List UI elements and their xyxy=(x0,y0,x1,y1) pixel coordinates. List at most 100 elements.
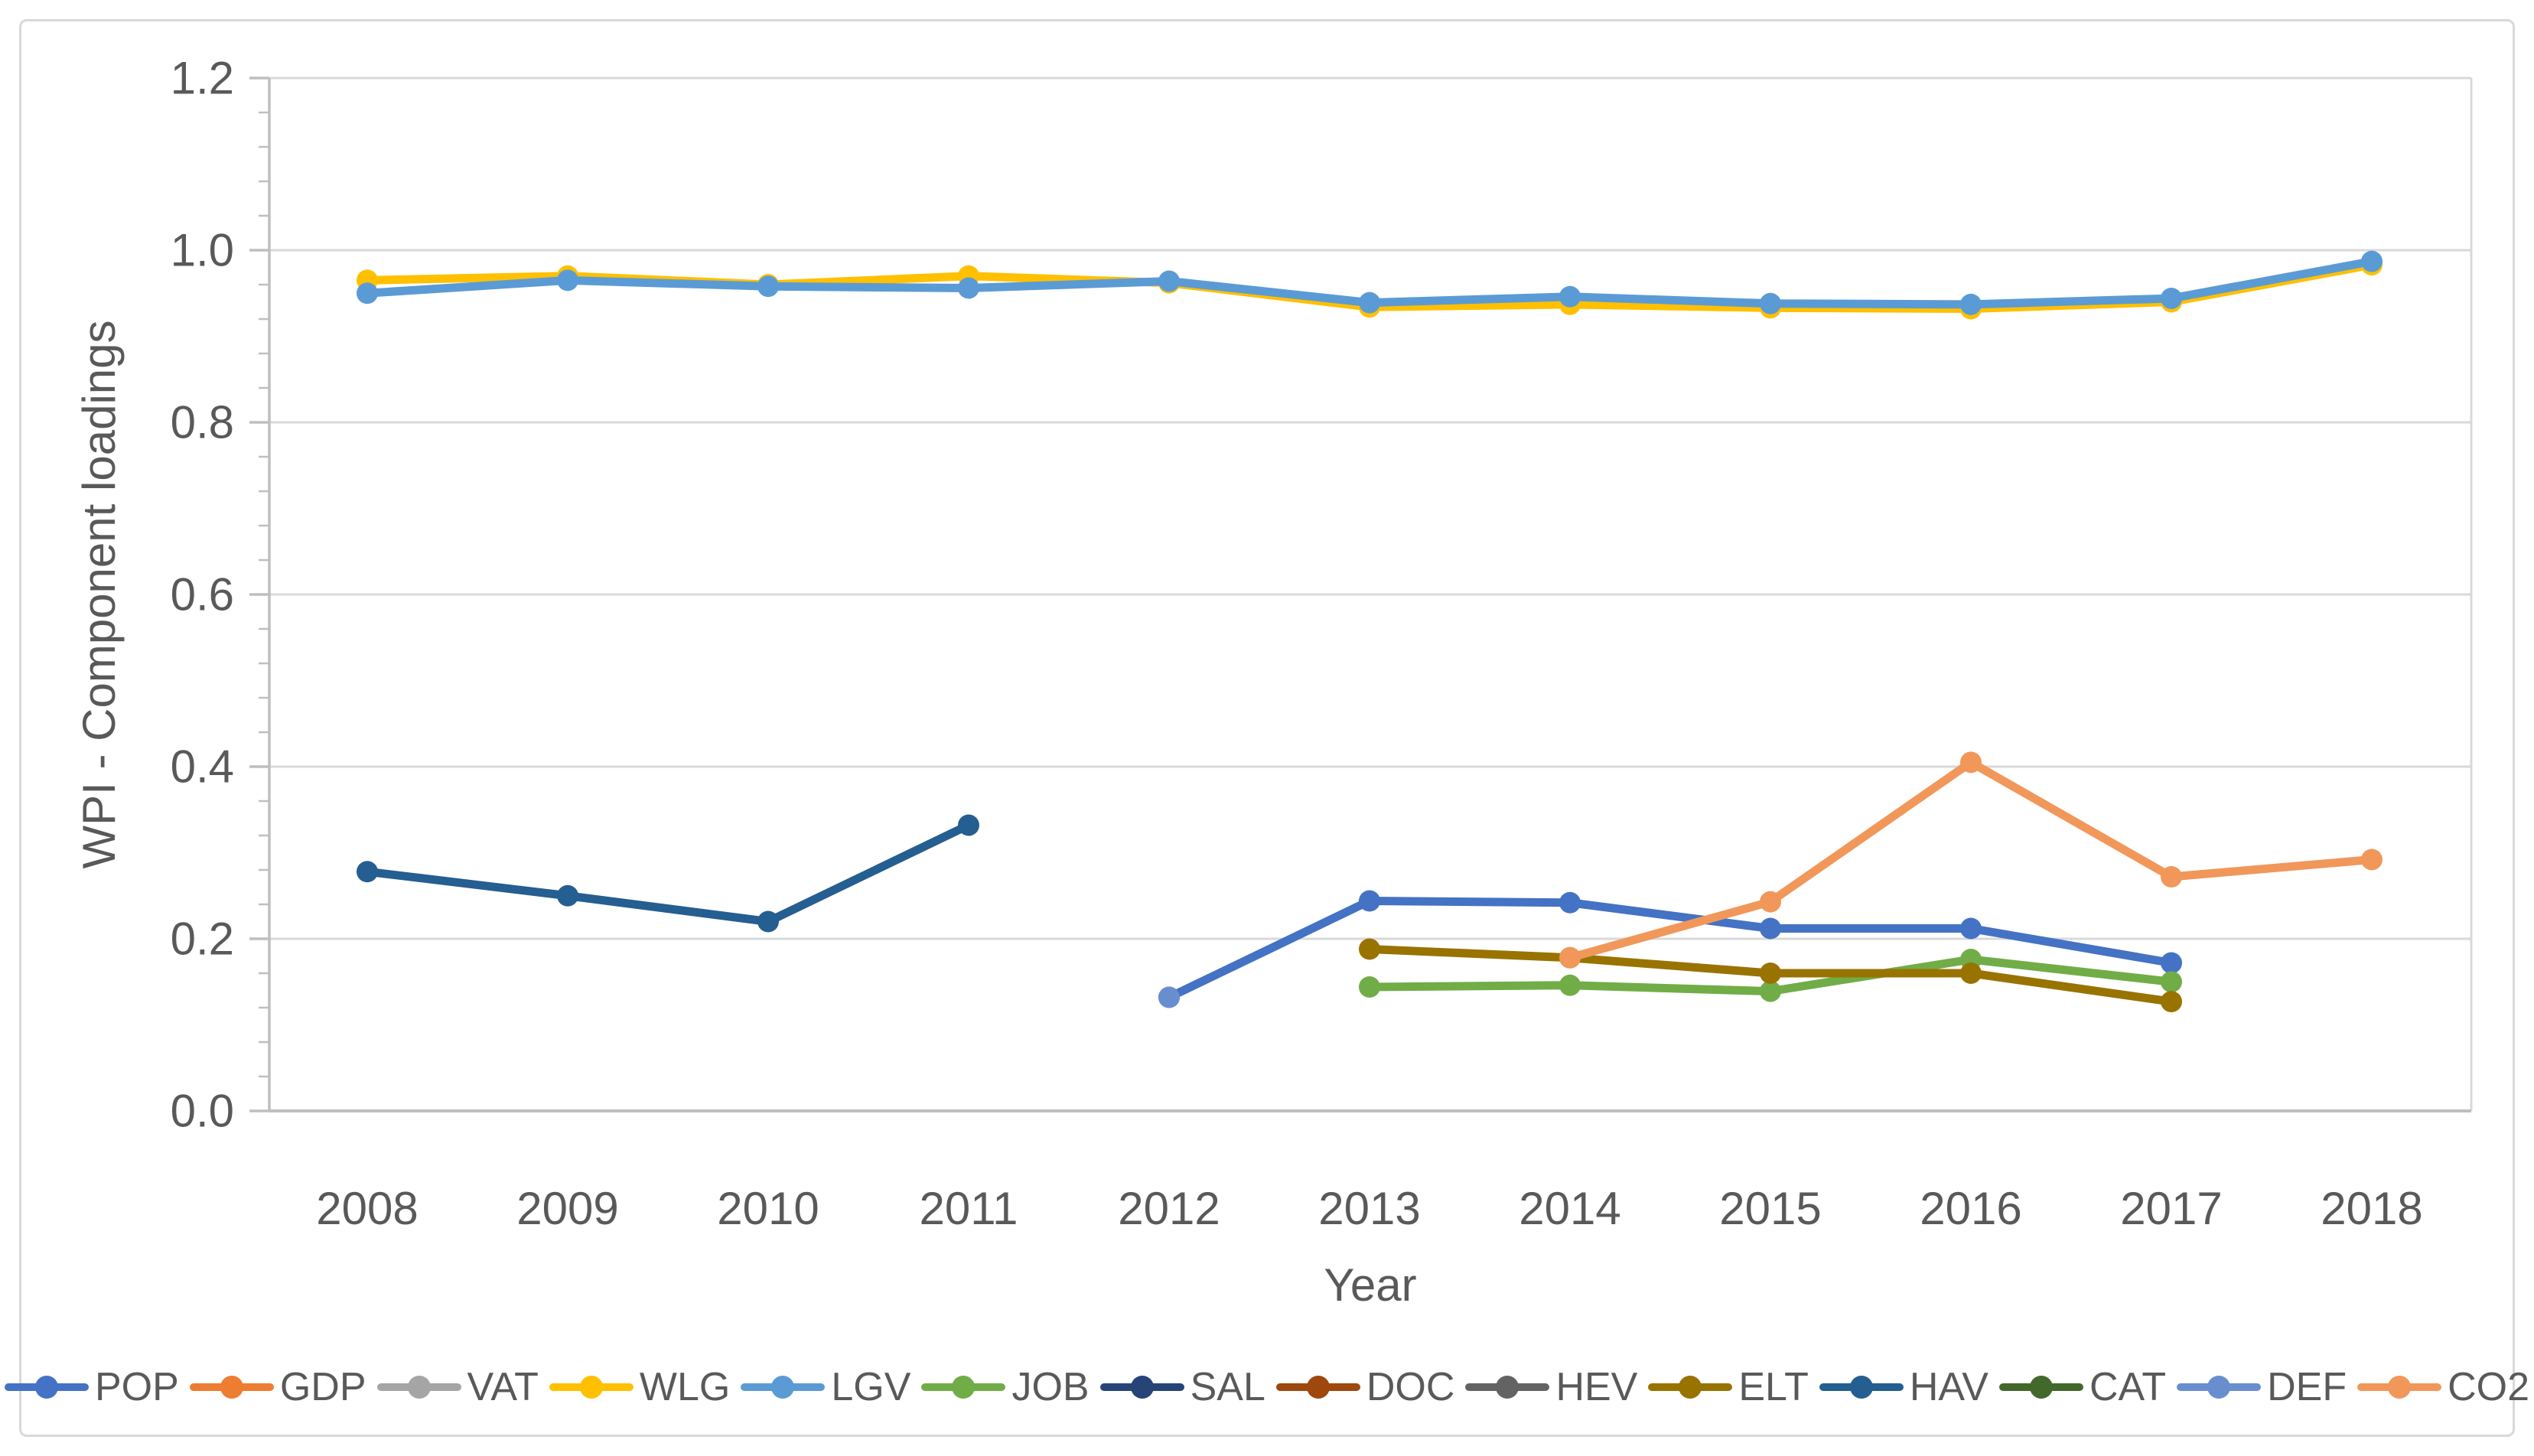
marker-POP-2017 xyxy=(2161,952,2182,974)
legend-label: DOC xyxy=(1366,1365,1455,1409)
legend-marker-icon xyxy=(1099,1376,1184,1399)
legend-marker-icon xyxy=(2177,1376,2262,1399)
y-tick-label: 0.4 xyxy=(171,741,234,793)
legend-marker-icon xyxy=(1648,1376,1733,1399)
marker-ELT-2016 xyxy=(1960,963,1982,984)
legend-label: SAL xyxy=(1190,1365,1265,1409)
series-CO2 xyxy=(1559,751,2383,969)
legend-label: LGV xyxy=(831,1365,911,1409)
marker-HAV-2008 xyxy=(357,861,378,883)
marker-LGV-2016 xyxy=(1960,293,1982,315)
legend-item-hev: HEV xyxy=(1465,1367,1637,1407)
legend-marker-icon xyxy=(1819,1376,1904,1399)
legend-item-doc: DOC xyxy=(1275,1365,1455,1409)
marker-LGV-2017 xyxy=(2161,288,2182,309)
x-tick-label: 2014 xyxy=(1519,1183,1620,1234)
series-LGV xyxy=(357,250,2383,315)
legend-item-elt: ELT xyxy=(1648,1367,1809,1407)
marker-LGV-2008 xyxy=(357,282,378,305)
legend-label: JOB xyxy=(1011,1365,1089,1409)
x-tick-label: 2009 xyxy=(516,1183,618,1234)
marker-CO2-2016 xyxy=(1960,751,1982,774)
series-line-POP xyxy=(1164,897,2176,1002)
legend-item-pop: POP xyxy=(4,1365,179,1409)
legend-item-vat: VAT xyxy=(376,1365,539,1409)
y-tick-label: 0.2 xyxy=(171,914,234,965)
legend-label: POP xyxy=(94,1365,179,1409)
legend-marker-icon xyxy=(4,1376,89,1399)
marker-LGV-2018 xyxy=(2361,250,2383,272)
legend-marker-icon xyxy=(1275,1376,1360,1399)
legend-item-def: DEF xyxy=(2177,1367,2347,1407)
x-tick-label: 2008 xyxy=(316,1183,418,1234)
legend-marker-icon xyxy=(549,1376,634,1399)
marker-ELT-2017 xyxy=(2161,991,2182,1013)
marker-LGV-2015 xyxy=(1760,292,1781,314)
legend-marker-icon xyxy=(189,1376,274,1399)
legend-label: HEV xyxy=(1555,1365,1638,1409)
legend-marker-icon xyxy=(1465,1376,1550,1399)
x-tick-label: 2010 xyxy=(717,1183,819,1234)
x-tick-label: 2012 xyxy=(1118,1183,1220,1234)
marker-LGV-2011 xyxy=(958,277,979,299)
marker-POP-2016 xyxy=(1960,917,1982,940)
marker-ELT-2013 xyxy=(1359,938,1380,960)
legend-marker-icon xyxy=(376,1376,461,1399)
legend-item-gdp: GDP xyxy=(189,1367,366,1407)
series-line-HAV xyxy=(363,821,973,926)
legend-item-job: JOB xyxy=(921,1367,1089,1407)
chart-frame xyxy=(19,19,2515,1437)
marker-POP-2013 xyxy=(1359,890,1380,912)
legend-item-wlg: WLG xyxy=(549,1367,730,1407)
x-axis-title: Year xyxy=(1324,1259,1416,1311)
chart-legend: POP GDP VAT WLG LGV JOB SAL DOC HEV ELT HAV CAT DEF C… xyxy=(0,1360,2534,1414)
y-tick-label: 1.0 xyxy=(171,225,234,276)
marker-POP-2015 xyxy=(1760,917,1781,940)
legend-label: ELT xyxy=(1738,1365,1809,1409)
legend-item-hav: HAV xyxy=(1819,1367,1988,1407)
x-tick-label: 2015 xyxy=(1719,1183,1821,1234)
marker-CO2-2014 xyxy=(1559,946,1581,969)
x-tick-label: 2016 xyxy=(1920,1183,2021,1234)
legend-label: CO2 xyxy=(2448,1365,2529,1409)
legend-label: CAT xyxy=(2089,1365,2167,1409)
x-tick-label: 2017 xyxy=(2120,1183,2222,1234)
legend-label: VAT xyxy=(467,1365,539,1409)
marker-JOB-2014 xyxy=(1559,974,1581,996)
series-HAV xyxy=(357,814,979,933)
legend-label: DEF xyxy=(2267,1365,2347,1409)
marker-JOB-2015 xyxy=(1760,980,1781,1002)
marker-HAV-2009 xyxy=(557,884,578,907)
x-tick-label: 2018 xyxy=(2321,1183,2422,1234)
marker-LGV-2009 xyxy=(557,269,578,292)
y-axis-title: WPI - Component loadings xyxy=(73,320,125,868)
legend-item-lgv: LGV xyxy=(741,1367,910,1407)
legend-label: HAV xyxy=(1909,1365,1988,1409)
marker-CO2-2018 xyxy=(2361,849,2383,871)
marker-LGV-2012 xyxy=(1158,270,1180,292)
marker-JOB-2013 xyxy=(1359,976,1380,998)
marker-LGV-2010 xyxy=(757,275,779,298)
marker-CO2-2017 xyxy=(2161,866,2182,888)
y-tick-label: 0.0 xyxy=(171,1086,234,1137)
y-tick-label: 0.6 xyxy=(171,569,234,621)
x-tick-label: 2013 xyxy=(1318,1183,1420,1234)
x-tick-label: 2011 xyxy=(919,1183,1018,1234)
series-JOB xyxy=(1359,949,2182,1002)
legend-marker-icon xyxy=(741,1376,826,1399)
series-ELT xyxy=(1359,938,2182,1013)
legend-item-sal: SAL xyxy=(1099,1365,1265,1409)
y-tick-label: 0.8 xyxy=(171,397,234,448)
legend-label: WLG xyxy=(639,1365,731,1409)
marker-LGV-2014 xyxy=(1559,285,1581,308)
legend-marker-icon xyxy=(2357,1376,2442,1399)
marker-CO2-2015 xyxy=(1760,891,1781,913)
marker-JOB-2017 xyxy=(2161,971,2182,993)
marker-HAV-2010 xyxy=(757,910,779,933)
y-ticks xyxy=(249,77,269,1112)
legend-item-cat: CAT xyxy=(1998,1365,2167,1409)
legend-item-co2: CO2 xyxy=(2357,1367,2529,1407)
marker-LGV-2013 xyxy=(1359,292,1380,314)
series-DEF xyxy=(1158,986,1180,1008)
y-gridlines xyxy=(269,77,2471,940)
